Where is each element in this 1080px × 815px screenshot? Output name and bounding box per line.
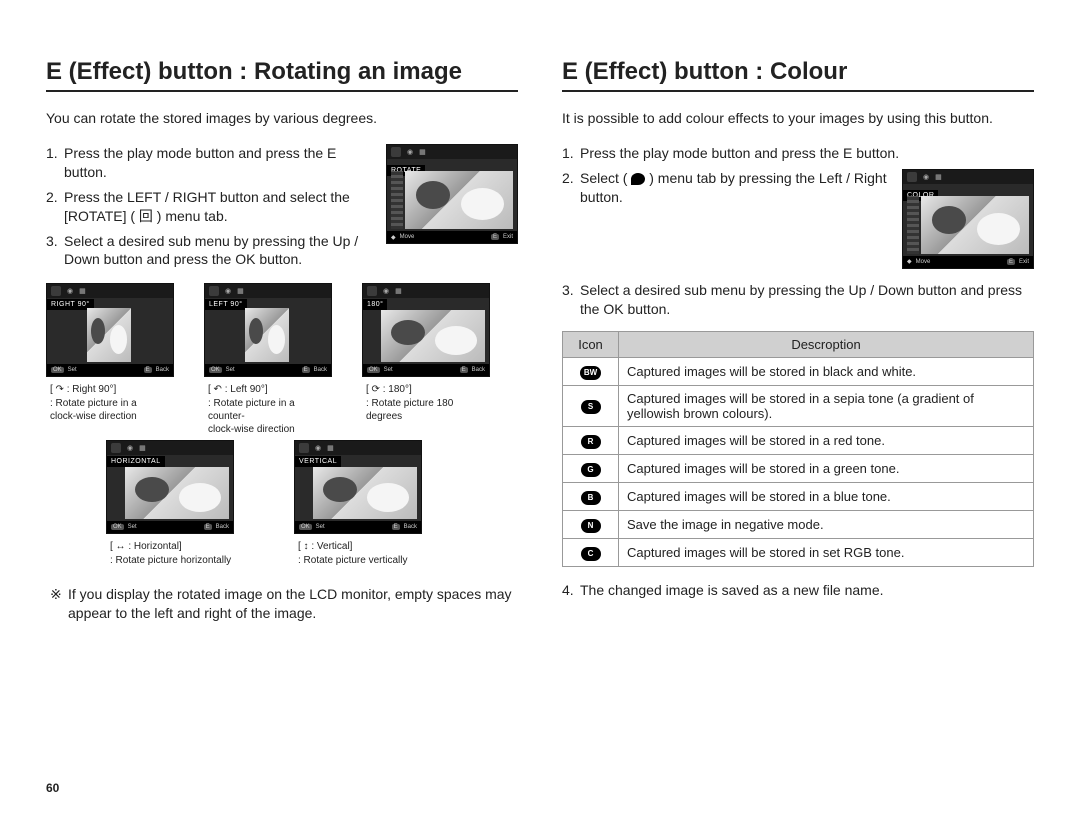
rotate-main-screen: ◉▦ ROTATE ◆Move E Exit [386,144,518,244]
step: Press the LEFT / RIGHT button and select… [46,188,374,226]
effect-icon-cell: N [563,510,619,538]
th-desc: Descroption [619,331,1034,357]
thumb-caption: [ ↕ : Vertical] : Rotate picture vertica… [294,540,422,567]
right-step3: Select a desired sub menu by pressing th… [562,281,1034,319]
thumb-block: ◉▦ Left 90° OKSet EBack [ ↶ : Left 90°] … [204,283,332,436]
effect-icon-cell: C [563,538,619,566]
color-effects-table: Icon Descroption BW Captured images will… [562,331,1034,567]
table-row: R Captured images will be stored in a re… [563,426,1034,454]
table-row: S Captured images will be stored in a se… [563,385,1034,426]
effect-badge: B [581,491,601,505]
palette-icon [631,173,645,185]
left-steps: Press the play mode button and press the… [46,144,374,275]
key-e: E [1007,259,1015,265]
filmstrip-icon [907,196,919,254]
step: Press the play mode button and press the… [562,144,1034,163]
effect-desc: Captured images will be stored in a sepi… [619,385,1034,426]
effect-desc: Captured images will be stored in set RG… [619,538,1034,566]
filmstrip-icon [391,171,403,229]
table-row: BW Captured images will be stored in bla… [563,357,1034,385]
left-note: If you display the rotated image on the … [46,585,518,623]
table-row: N Save the image in negative mode. [563,510,1034,538]
rotate-screen: ◉▦ Horizontal OKSet EBack [106,440,234,534]
effect-desc: Save the image in negative mode. [619,510,1034,538]
footer-move: Move [400,234,415,240]
table-row: B Captured images will be stored in a bl… [563,482,1034,510]
step: Press the play mode button and press the… [46,144,374,182]
step: The changed image is saved as a new file… [562,581,1034,600]
effect-badge: C [581,547,601,561]
th-icon: Icon [563,331,619,357]
effect-icon-cell: G [563,454,619,482]
effect-icon-cell: B [563,482,619,510]
thumb-block: ◉▦ 180° OKSet EBack [ ⟳ : 180°] : Rotate… [362,283,490,436]
effect-desc: Captured images will be stored in a blue… [619,482,1034,510]
rotate-screen: ◉▦ Vertical OKSet EBack [294,440,422,534]
footer-exit: Exit [1019,259,1029,265]
thumb-caption: [ ↶ : Left 90°] : Rotate picture in a co… [204,383,332,436]
thumbs-row-1: ◉▦ Right 90° OKSet EBack [ ↷ : Right 90°… [46,283,518,436]
footer-exit: Exit [503,234,513,240]
photo-thumb [405,171,513,229]
effect-desc: Captured images will be stored in black … [619,357,1034,385]
effect-badge: BW [580,366,601,380]
step2-text-a: Select ( [580,170,627,186]
right-step2-block: Select ( ) menu tab by pressing the Left… [562,169,888,213]
right-intro: It is possible to add colour effects to … [562,110,1034,126]
rotate-screen: ◉▦ 180° OKSet EBack [362,283,490,377]
thumb-block: ◉▦ Right 90° OKSet EBack [ ↷ : Right 90°… [46,283,174,436]
effect-icon-cell: S [563,385,619,426]
effect-desc: Captured images will be stored in a gree… [619,454,1034,482]
step: Select a desired sub menu by pressing th… [46,232,374,270]
rotate-screen: ◉▦ Right 90° OKSet EBack [46,283,174,377]
right-column: E (Effect) button : Colour It is possibl… [562,58,1034,623]
right-steps: Press the play mode button and press the… [562,144,1034,163]
right-title: E (Effect) button : Colour [562,58,1034,92]
right-step4: The changed image is saved as a new file… [562,581,1034,600]
thumb-block: ◉▦ Vertical OKSet EBack [ ↕ : Vertical] … [294,440,422,567]
step: Select ( ) menu tab by pressing the Left… [562,169,888,207]
effect-icon-cell: R [563,426,619,454]
key-e: E [491,234,499,240]
effect-badge: S [581,400,601,414]
thumb-caption: [ ↷ : Right 90°] : Rotate picture in a c… [46,383,174,423]
tab-icon [907,172,917,182]
effect-badge: N [581,519,601,533]
step: Select a desired sub menu by pressing th… [562,281,1034,319]
tab-icon [391,147,401,157]
left-column: E (Effect) button : Rotating an image Yo… [46,58,518,623]
table-row: G Captured images will be stored in a gr… [563,454,1034,482]
thumbs-row-2: ◉▦ Horizontal OKSet EBack [ ↔ : Horizont… [106,440,518,567]
effect-desc: Captured images will be stored in a red … [619,426,1034,454]
thumb-block: ◉▦ Horizontal OKSet EBack [ ↔ : Horizont… [106,440,234,567]
color-screen: ◉▦ COLOR ◆Move E Exit [902,169,1034,269]
effect-badge: R [581,435,601,449]
table-row: C Captured images will be stored in set … [563,538,1034,566]
rotate-screen: ◉▦ Left 90° OKSet EBack [204,283,332,377]
effect-icon-cell: BW [563,357,619,385]
photo-thumb [921,196,1029,254]
left-title: E (Effect) button : Rotating an image [46,58,518,92]
footer-move: Move [916,259,931,265]
thumb-caption: [ ↔ : Horizontal] : Rotate picture horiz… [106,540,234,567]
left-intro: You can rotate the stored images by vari… [46,110,518,126]
page-number: 60 [46,781,59,795]
effect-badge: G [581,463,601,477]
thumb-caption: [ ⟳ : 180°] : Rotate picture 180 degrees [362,383,490,423]
